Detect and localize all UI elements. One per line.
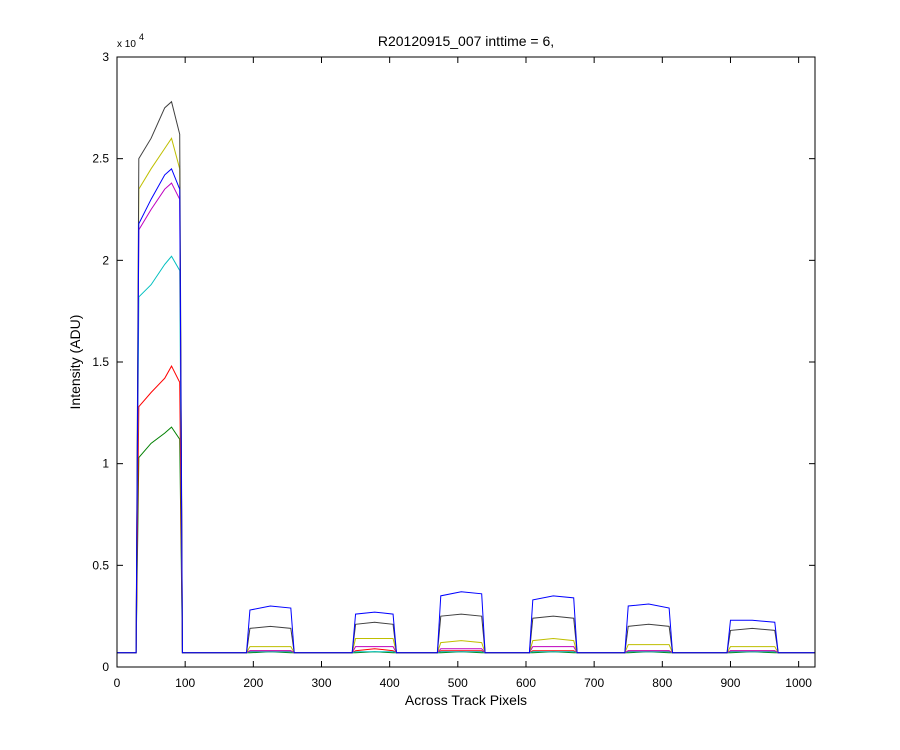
x-tick-label: 400 <box>380 676 400 690</box>
x-tick-label: 900 <box>720 676 740 690</box>
plot-area <box>117 100 815 654</box>
y-tick-label: 1 <box>102 457 109 471</box>
y-tick-label: 2.5 <box>92 152 109 166</box>
x-tick-label: 800 <box>652 676 672 690</box>
y-tick-label: 0.5 <box>92 558 109 572</box>
chart-title: R20120915_007 inttime = 6, <box>378 33 554 49</box>
x-tick-label: 500 <box>448 676 468 690</box>
x-tick-label: 1000 <box>785 676 812 690</box>
y-multiplier: x 10 <box>117 39 136 50</box>
x-axis-label: Across Track Pixels <box>405 692 527 708</box>
x-tick-label: 0 <box>114 676 121 690</box>
y-multiplier-exponent: 4 <box>139 32 144 42</box>
data-line <box>117 167 815 654</box>
y-tick-label: 3 <box>102 50 109 64</box>
y-tick-label: 1.5 <box>92 355 109 369</box>
y-axis-label: Intensity (ADU) <box>67 315 83 410</box>
y-tick-label: 0 <box>102 660 109 674</box>
x-tick-label: 200 <box>243 676 263 690</box>
x-tick-label: 300 <box>311 676 331 690</box>
y-tick-label: 2 <box>102 253 109 267</box>
x-tick-label: 700 <box>584 676 604 690</box>
x-tick-label: 600 <box>516 676 536 690</box>
x-tick-label: 100 <box>175 676 195 690</box>
